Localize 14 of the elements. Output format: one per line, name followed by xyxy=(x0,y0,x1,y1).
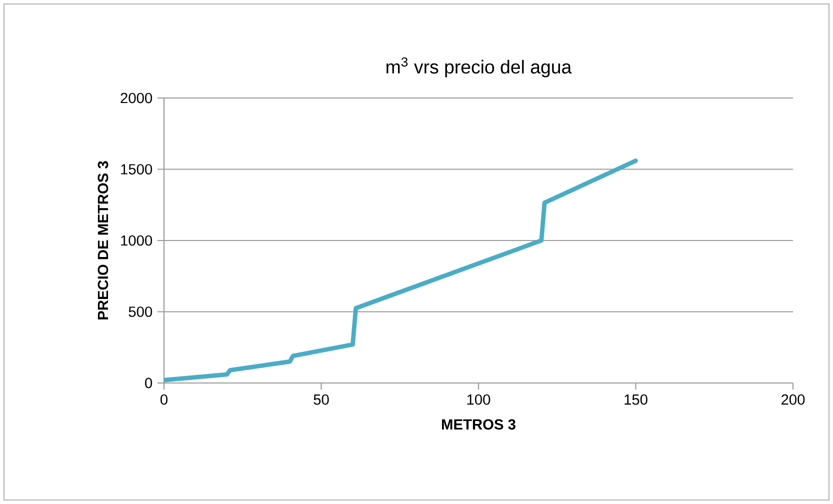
chart-title: m$^{3}$ vrs precio del agua xyxy=(386,57,572,78)
x-tick-label: 200 xyxy=(781,394,805,405)
y-tick-label: 2000 xyxy=(120,92,152,104)
y-axis-title: PRECIO DE METROS 3 xyxy=(98,161,108,320)
x-tick-label: 100 xyxy=(467,394,490,405)
x-axis-title: METROS 3 xyxy=(442,419,516,430)
y-tick-label: 1500 xyxy=(121,164,152,174)
y-tick-label: 500 xyxy=(128,306,152,317)
x-tick-label: 0 xyxy=(160,394,168,405)
line-series xyxy=(164,158,638,382)
x-tick-label: 50 xyxy=(314,394,329,405)
y-tick-label: 1000 xyxy=(121,235,152,246)
x-tick-label: 150 xyxy=(624,394,648,405)
y-tick-label: 0 xyxy=(145,378,152,388)
